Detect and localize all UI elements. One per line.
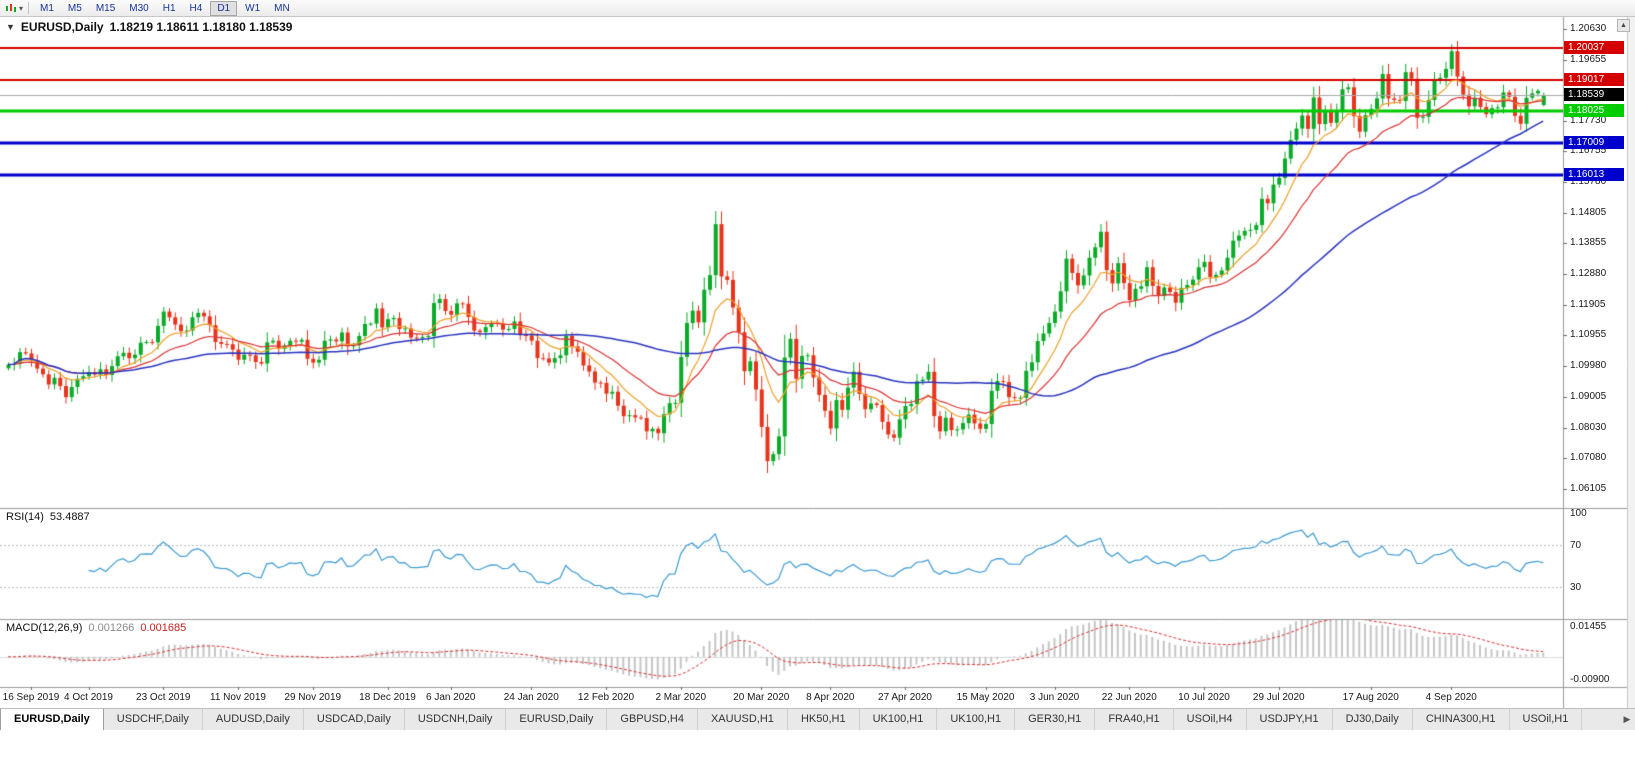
- price-axis-label: 1.08030: [1570, 421, 1607, 433]
- date-axis-label: 3 Jun 2020: [1029, 692, 1080, 703]
- current-price-tag: 1.18539: [1564, 87, 1624, 101]
- date-axis-label: 29 Jul 2020: [1252, 692, 1305, 703]
- macd-axis-label: 0.01455: [1570, 621, 1607, 632]
- ohlc-quote: 1.18219 1.18611 1.18180 1.18539: [109, 20, 293, 34]
- chart-tab-uk100-h1[interactable]: UK100,H1: [860, 709, 938, 730]
- chart-tab-hk50-h1[interactable]: HK50,H1: [788, 709, 860, 730]
- chart-tab-audusd-daily[interactable]: AUDUSD,Daily: [203, 709, 304, 730]
- chart-type-caret-icon[interactable]: ▾: [19, 3, 24, 13]
- chart-tabs: EURUSD,Daily USDCHF,Daily AUDUSD,Daily USDC…: [0, 709, 1583, 730]
- chart-tab-usdcnh-daily[interactable]: USDCNH,Daily: [405, 709, 507, 730]
- date-axis-label: 17 Aug 2020: [1342, 692, 1399, 703]
- price-axis-label: 1.09005: [1570, 390, 1607, 402]
- date-axis-label: 4 Sep 2020: [1425, 692, 1477, 703]
- date-axis-label: 18 Dec 2019: [359, 692, 416, 703]
- price-axis-label: 1.12880: [1570, 268, 1607, 280]
- chart-tab-usdchf-daily[interactable]: USDCHF,Daily: [104, 709, 203, 730]
- date-axis-label: 8 Apr 2020: [806, 692, 855, 703]
- chart-tab-fra40-h1[interactable]: FRA40,H1: [1095, 709, 1174, 730]
- timeframe-buttons: M1 M5 M15 M30 H1 H4 D1 W1 MN: [34, 0, 296, 16]
- chart-tab-usoil-h4[interactable]: USOil,H4: [1174, 709, 1247, 730]
- date-axis-label: 20 Mar 2020: [733, 692, 790, 703]
- toolbar-separator: [28, 2, 30, 14]
- date-axis-label: 10 Jul 2020: [1178, 692, 1230, 703]
- date-axis-label: 15 May 2020: [956, 692, 1015, 703]
- macd-main-value: 0.001266: [88, 622, 135, 634]
- date-axis-label: 27 Apr 2020: [878, 692, 932, 703]
- price-axis-label: 1.14805: [1570, 207, 1607, 219]
- macd-title: MACD(12,26,9): [6, 622, 83, 634]
- chart-title: ▼ EURUSD,Daily 1.18219 1.18611 1.18180 1…: [6, 20, 292, 34]
- date-axis-label: 2 Mar 2020: [655, 692, 707, 703]
- date-axis-label: 12 Feb 2020: [577, 692, 635, 703]
- chart-area: ▼ EURUSD,Daily 1.18219 1.18611 1.18180 1…: [0, 17, 1635, 708]
- chart-tab-xauusd-h1[interactable]: XAUUSD,H1: [698, 709, 788, 730]
- price-axis-label: 1.15780: [1570, 176, 1607, 188]
- chart-tab-usdjpy-h1[interactable]: USDJPY,H1: [1247, 709, 1333, 730]
- date-axis-label: 29 Nov 2019: [284, 692, 342, 703]
- timeframe-button-h1[interactable]: H1: [162, 2, 176, 14]
- price-axis-label: 1.17730: [1570, 114, 1607, 126]
- price-level-tag: 1.20037: [1564, 40, 1624, 54]
- date-axis-label: 11 Nov 2019: [210, 692, 266, 703]
- price-level-tag: 1.17009: [1564, 136, 1624, 150]
- macd-axis-label: -0.00900: [1570, 673, 1610, 685]
- price-axis-label: 1.09980: [1570, 360, 1607, 372]
- rsi-value: 53.4887: [49, 511, 90, 523]
- rsi-label: RSI(14) 53.4887: [6, 511, 90, 523]
- chart-tab-gbpusd-h4[interactable]: GBPUSD,H4: [607, 709, 698, 730]
- date-axis-label: 16 Sep 2019: [2, 692, 60, 703]
- price-axis-label: 1.10955: [1570, 329, 1607, 341]
- price-chart-canvas[interactable]: [0, 17, 1635, 708]
- price-axis-label: 1.07080: [1570, 451, 1607, 463]
- date-axis-label: 4 Oct 2019: [64, 692, 113, 703]
- chart-tab-usdcad-daily[interactable]: USDCAD,Daily: [304, 709, 405, 730]
- rsi-axis-label: 70: [1570, 540, 1582, 551]
- timeframe-button-d1[interactable]: D1: [210, 0, 238, 16]
- chart-tab-eurusd-daily[interactable]: EURUSD,Daily: [0, 709, 104, 730]
- timeframe-button-h4[interactable]: H4: [189, 2, 203, 14]
- timeframe-button-m5[interactable]: M5: [67, 2, 82, 14]
- timeframe-button-m15[interactable]: M15: [95, 2, 116, 14]
- timeframe-button-mn[interactable]: MN: [274, 2, 290, 14]
- price-axis-label: 1.13855: [1570, 237, 1607, 249]
- price-axis[interactable]: 1.20630 1.19655 1.17730 1.16755 1.15780 1.148…: [1563, 17, 1627, 708]
- date-axis-label: 22 Jun 2020: [1101, 692, 1157, 703]
- date-axis-label: 6 Jan 2020: [426, 692, 476, 703]
- timeframe-button-m30[interactable]: M30: [129, 2, 149, 14]
- price-axis-label: 1.19655: [1570, 53, 1607, 65]
- chart-tab-ger30-h1[interactable]: GER30,H1: [1015, 709, 1096, 730]
- chart-tab-china300-h1[interactable]: CHINA300,H1: [1413, 709, 1510, 730]
- chart-tab-uk100-h1[interactable]: UK100,H1: [937, 709, 1016, 730]
- price-axis-label: 1.11905: [1570, 299, 1606, 311]
- rsi-axis-label: 100: [1570, 508, 1587, 520]
- price-axis-label: 1.20630: [1570, 22, 1607, 34]
- chart-tab-eurusd-daily[interactable]: EURUSD,Daily: [506, 709, 608, 730]
- timeframe-button-w1[interactable]: W1: [245, 2, 261, 14]
- chart-tab-dj30-daily[interactable]: DJ30,Daily: [1333, 709, 1413, 730]
- symbol-title: EURUSD,Daily: [20, 20, 104, 34]
- rsi-title: RSI(14): [6, 511, 44, 523]
- price-level-tag: 1.16013: [1564, 167, 1624, 181]
- price-level-tag: 1.19017: [1564, 72, 1624, 86]
- price-axis-label: 1.06105: [1570, 482, 1607, 494]
- time-axis[interactable]: 16 Sep 2019 4 Oct 2019 23 Oct 2019 11 Nov 2…: [0, 687, 1563, 708]
- chart-type-icon[interactable]: [5, 3, 18, 14]
- date-axis-label: 23 Oct 2019: [136, 692, 191, 703]
- macd-signal-value: 0.001685: [140, 622, 187, 634]
- price-axis-label: 1.16755: [1570, 145, 1607, 157]
- rsi-axis-label: 30: [1570, 582, 1582, 594]
- chart-tab-usoil-h1[interactable]: USOil,H1: [1510, 709, 1583, 730]
- tab-scroll-right-button[interactable]: ▶: [1623, 714, 1631, 724]
- timeframe-toolbar: ▾ M1 M5 M15 M30 H1 H4 D1 W1 MN: [0, 0, 1635, 17]
- date-axis-label: 24 Jan 2020: [503, 692, 559, 703]
- price-level-tag: 1.18025: [1564, 104, 1624, 118]
- macd-label: MACD(12,26,9) 0.001266 0.001685: [6, 622, 186, 634]
- timeframe-button-m1[interactable]: M1: [40, 2, 54, 14]
- collapse-icon[interactable]: ▼: [6, 22, 15, 32]
- chart-tabs-bar: EURUSD,Daily USDCHF,Daily AUDUSD,Daily USDC…: [0, 708, 1635, 730]
- scroll-up-button[interactable]: ▲: [1617, 19, 1630, 32]
